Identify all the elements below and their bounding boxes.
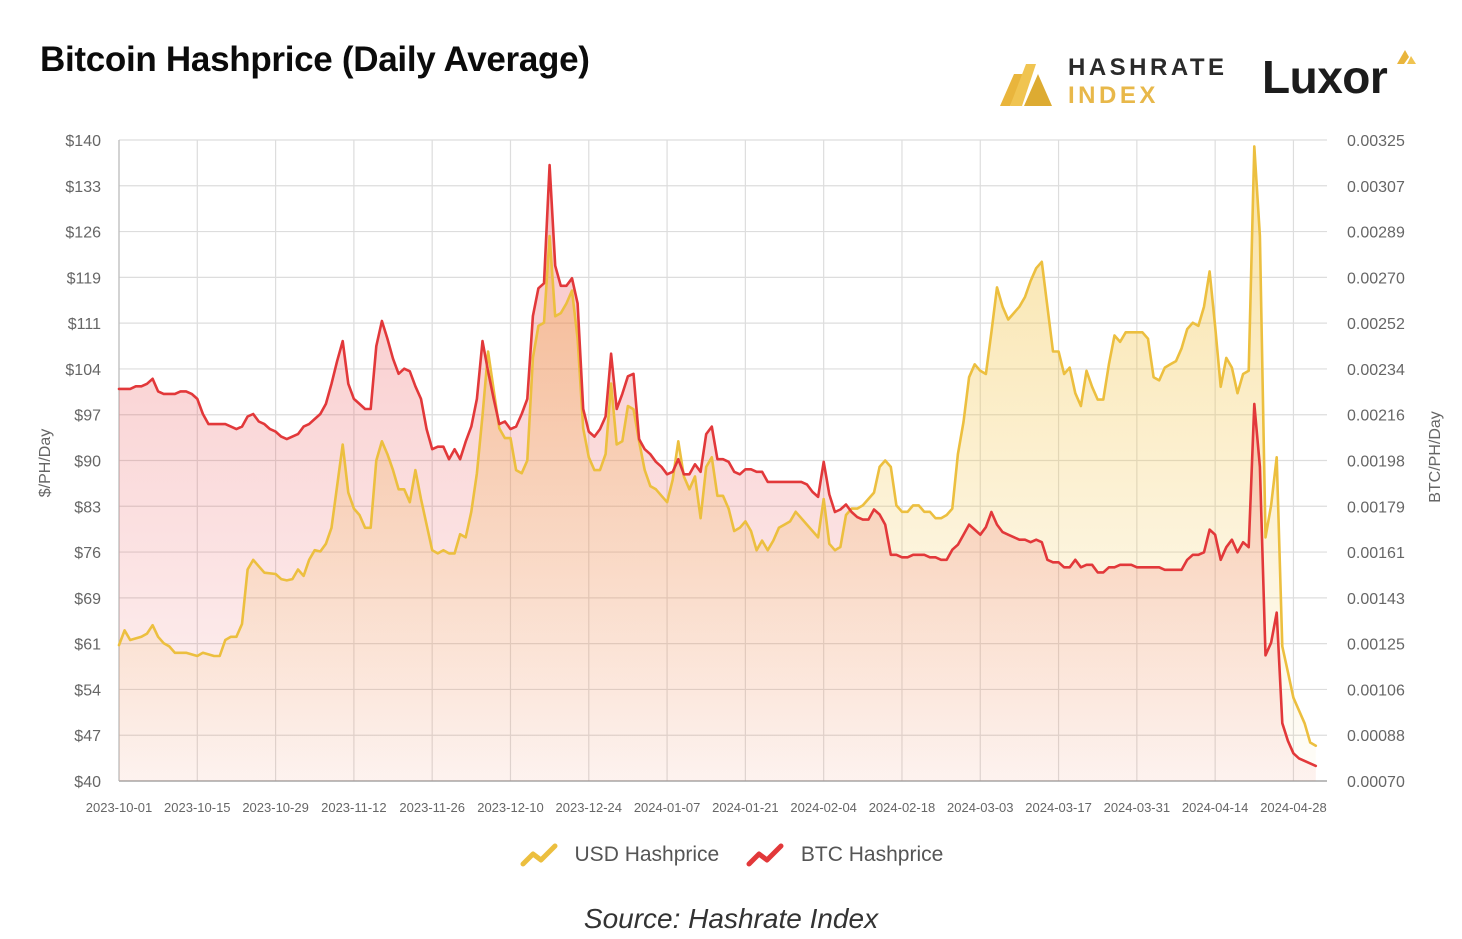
x-tick-label: 2023-10-15 xyxy=(164,800,231,815)
hashprice-chart: $40 0.00070 $47 0.00088 $54 0.00106 $61 0.00125… xyxy=(37,133,1444,815)
y-tick-label: $69 xyxy=(74,591,101,608)
x-tick-label: 2024-03-31 xyxy=(1104,800,1171,815)
btc-hashprice-area xyxy=(119,165,1316,782)
legend-label-usd: USD Hashprice xyxy=(574,843,720,866)
y-tick-label: $61 xyxy=(74,637,101,654)
y2-tick-label: 0.00216 xyxy=(1347,408,1405,425)
y-tick-label: $54 xyxy=(74,682,101,699)
x-tick-label: 2023-12-24 xyxy=(556,800,623,815)
y-tick-label: $133 xyxy=(65,179,101,196)
legend-item-usd: USD Hashprice xyxy=(519,842,720,868)
y2-tick-label: 0.00234 xyxy=(1347,362,1405,379)
y2-tick-label: 0.00143 xyxy=(1347,591,1405,608)
y2-tick-label: 0.00125 xyxy=(1347,637,1405,654)
hashrate-index-mark-icon xyxy=(1000,64,1052,106)
legend-item-btc: BTC Hashprice xyxy=(745,842,943,868)
y-tick-label: $47 xyxy=(74,728,101,745)
y-tick-label: $40 xyxy=(74,774,101,791)
x-tick-label: 2023-12-10 xyxy=(477,800,544,815)
y-axis-label: $/PH/Day xyxy=(37,429,54,497)
y-tick-label: $90 xyxy=(74,454,101,471)
hashrate-index-wordmark-line1: HASHRATE xyxy=(1068,54,1228,81)
btc-hashprice-line xyxy=(117,163,1318,768)
luxor-mark-icon xyxy=(1397,50,1416,64)
y2-tick-label: 0.00070 xyxy=(1347,774,1405,791)
chart-legend: USD Hashprice BTC Hashprice xyxy=(0,842,1462,868)
x-tick-label: 2024-03-17 xyxy=(1025,800,1092,815)
y2-tick-label: 0.00307 xyxy=(1347,179,1405,196)
y-tick-label: $97 xyxy=(74,408,101,425)
y-tick-label: $76 xyxy=(74,545,101,562)
y2-tick-label: 0.00289 xyxy=(1347,225,1405,242)
y-tick-label: $126 xyxy=(65,225,101,242)
hashrate-index-logo: HASHRATE INDEX xyxy=(998,52,1228,112)
hashrate-index-wordmark-line2: INDEX xyxy=(1068,82,1159,109)
x-tick-label: 2024-02-04 xyxy=(790,800,857,815)
y2-tick-label: 0.00179 xyxy=(1347,499,1405,516)
y2-tick-label: 0.00325 xyxy=(1347,133,1405,150)
x-tick-label: 2023-11-26 xyxy=(399,800,465,815)
x-tick-label: 2024-04-28 xyxy=(1260,800,1327,815)
x-tick-label: 2023-11-12 xyxy=(321,800,387,815)
x-tick-label: 2024-02-18 xyxy=(869,800,936,815)
y2-tick-label: 0.00161 xyxy=(1347,545,1405,562)
usd-hashprice-line xyxy=(117,145,1318,748)
btc-line-icon xyxy=(746,843,784,867)
x-tick-label: 2024-01-07 xyxy=(634,800,701,815)
x-tick-label: 2024-03-03 xyxy=(947,800,1014,815)
x-tick-label: 2023-10-01 xyxy=(86,800,153,815)
y-tick-label: $104 xyxy=(65,362,101,379)
legend-label-btc: BTC Hashprice xyxy=(800,843,944,866)
usd-line-icon xyxy=(520,843,558,867)
luxor-logo: Luxor xyxy=(1262,51,1388,103)
y-tick-label: $119 xyxy=(67,270,102,287)
y2-tick-label: 0.00088 xyxy=(1347,728,1405,745)
y-tick-label: $111 xyxy=(68,316,101,333)
y2-axis-label: BTC/PH/Day xyxy=(1427,411,1444,503)
chart-title: Bitcoin Hashprice (Daily Average) xyxy=(40,40,590,79)
y-tick-label: $83 xyxy=(74,499,101,516)
y2-tick-label: 0.00106 xyxy=(1347,682,1405,699)
y2-tick-label: 0.00252 xyxy=(1347,316,1405,333)
x-tick-label: 2023-10-29 xyxy=(242,800,309,815)
x-tick-label: 2024-01-21 xyxy=(712,800,779,815)
y2-tick-label: 0.00270 xyxy=(1347,270,1405,287)
source-note: Source: Hashrate Index xyxy=(583,903,879,934)
y2-tick-label: 0.00198 xyxy=(1347,454,1405,471)
x-tick-label: 2024-04-14 xyxy=(1182,800,1249,815)
y-tick-label: $140 xyxy=(65,133,101,150)
